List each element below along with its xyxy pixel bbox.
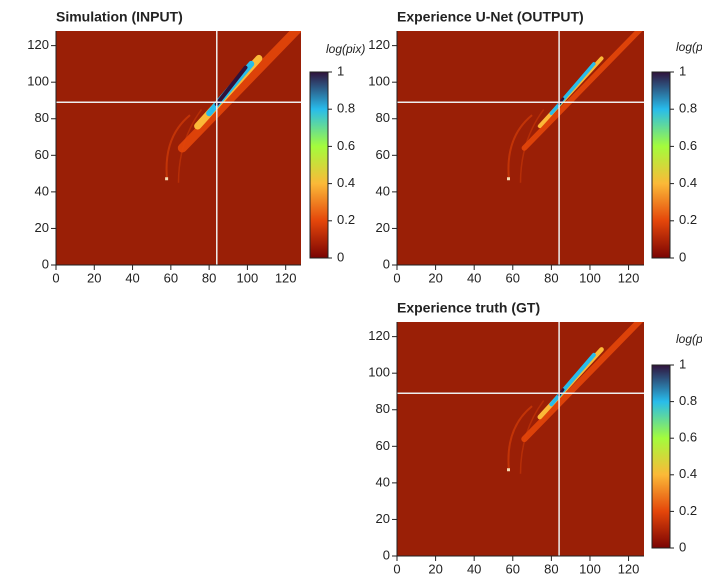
colorbar-tick-label: 0	[337, 249, 344, 264]
y-tick-label: 60	[376, 147, 390, 162]
x-tick-label: 100	[579, 561, 601, 575]
x-tick-label: 80	[544, 270, 558, 285]
x-tick-label: 0	[52, 270, 59, 285]
colorbar-tick-label: 1	[679, 63, 686, 78]
x-tick-label: 120	[618, 270, 640, 285]
colorbar-tick-label: 0.4	[679, 466, 697, 481]
colorbar-tick-label: 0.2	[679, 503, 697, 518]
x-tick-label: 40	[467, 561, 481, 575]
hot-pixel	[165, 177, 169, 181]
main-streak	[521, 322, 643, 443]
y-tick-label: 40	[376, 474, 390, 489]
colorbar-tick-label: 0.2	[679, 212, 697, 227]
x-tick-label: 60	[506, 561, 520, 575]
colorbar-tick-label: 0.6	[679, 138, 697, 153]
colorbar-label: log(pix)	[676, 332, 702, 346]
x-tick-label: 20	[87, 270, 101, 285]
y-tick-label: 40	[376, 183, 390, 198]
x-tick-label: 20	[428, 561, 442, 575]
y-tick-label: 0	[42, 256, 49, 271]
colorbar-tick-label: 0.6	[679, 430, 697, 445]
y-tick-label: 0	[383, 256, 390, 271]
hot-pixel	[506, 468, 510, 472]
x-tick-label: 100	[579, 270, 601, 285]
x-tick-label: 100	[237, 270, 259, 285]
colorbar-tick-label: 0.4	[679, 175, 697, 190]
colorbar-tick-label: 1	[337, 63, 344, 78]
y-tick-label: 100	[368, 74, 390, 89]
y-tick-label: 100	[368, 365, 390, 380]
panel-title: Experience U-Net (OUTPUT)	[397, 9, 584, 25]
x-tick-label: 80	[202, 270, 216, 285]
x-tick-label: 120	[618, 561, 640, 575]
x-tick-label: 20	[428, 270, 442, 285]
arc-streak	[165, 114, 191, 180]
colorbar-tick-label: 1	[679, 356, 686, 371]
y-tick-label: 80	[376, 110, 390, 125]
colorbar-label: log(pix)	[326, 42, 365, 56]
colorbar-tick-label: 0.2	[337, 212, 355, 227]
y-tick-label: 20	[376, 220, 390, 235]
heatmap-image	[397, 322, 644, 556]
main-streak	[177, 31, 301, 153]
heatmap-image	[397, 31, 644, 265]
colorbar-tick-label: 0	[679, 249, 686, 264]
x-tick-label: 40	[125, 270, 139, 285]
y-tick-label: 120	[368, 37, 390, 52]
colorbar	[651, 364, 671, 549]
y-tick-label: 20	[35, 220, 49, 235]
colorbar	[309, 71, 329, 259]
panel-title: Simulation (INPUT)	[56, 9, 183, 25]
x-tick-label: 120	[275, 270, 297, 285]
main-streak	[521, 31, 643, 151]
colorbar-tick-label: 0.8	[337, 101, 355, 116]
colorbar-tick-label: 0.8	[679, 101, 697, 116]
x-tick-label: 60	[506, 270, 520, 285]
colorbar-tick-label: 0.6	[337, 138, 355, 153]
y-tick-label: 40	[35, 183, 49, 198]
y-tick-label: 60	[35, 147, 49, 162]
y-tick-label: 20	[376, 511, 390, 526]
arc-streak	[507, 114, 533, 180]
arc-streak	[507, 405, 533, 471]
colorbar-tick-label: 0.4	[337, 175, 355, 190]
x-tick-label: 0	[393, 270, 400, 285]
colorbar-tick-label: 0	[679, 539, 686, 554]
y-tick-label: 60	[376, 438, 390, 453]
main-streak	[214, 65, 248, 107]
y-tick-label: 100	[27, 74, 49, 89]
panel-title: Experience truth (GT)	[397, 300, 540, 316]
y-tick-label: 120	[368, 328, 390, 343]
x-tick-label: 40	[467, 270, 481, 285]
colorbar-label: log(pix)	[676, 40, 702, 54]
colorbar	[651, 71, 671, 259]
hot-pixel	[506, 177, 510, 181]
x-tick-label: 60	[164, 270, 178, 285]
x-tick-label: 80	[544, 561, 558, 575]
y-tick-label: 80	[376, 401, 390, 416]
colorbar-tick-label: 0.8	[679, 393, 697, 408]
y-tick-label: 120	[27, 37, 49, 52]
x-tick-label: 0	[393, 561, 400, 575]
heatmap-image	[56, 31, 301, 265]
y-tick-label: 0	[383, 547, 390, 562]
y-tick-label: 80	[35, 110, 49, 125]
